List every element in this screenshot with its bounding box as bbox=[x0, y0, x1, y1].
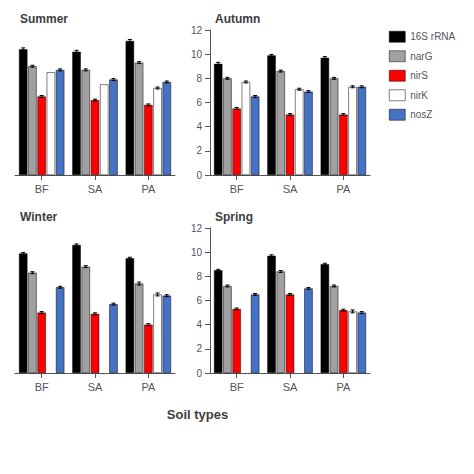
svg-text:12: 12 bbox=[191, 25, 203, 36]
svg-text:2: 2 bbox=[196, 145, 202, 156]
svg-text:Autumn: Autumn bbox=[215, 12, 260, 26]
svg-text:4: 4 bbox=[196, 121, 202, 132]
svg-text:SA: SA bbox=[88, 183, 103, 195]
svg-text:BF: BF bbox=[35, 381, 49, 393]
svg-text:10: 10 bbox=[191, 247, 203, 258]
svg-text:8: 8 bbox=[196, 271, 202, 282]
svg-text:PA: PA bbox=[141, 381, 156, 393]
svg-text:16S rRNA: 16S rRNA bbox=[410, 31, 455, 42]
svg-text:Spring: Spring bbox=[215, 210, 253, 224]
svg-text:nirS: nirS bbox=[410, 70, 428, 81]
svg-text:narG: narG bbox=[410, 51, 432, 62]
svg-text:SA: SA bbox=[283, 381, 298, 393]
svg-text:2: 2 bbox=[196, 343, 202, 354]
svg-text:PA: PA bbox=[336, 183, 351, 195]
svg-text:PA: PA bbox=[336, 381, 351, 393]
svg-text:Summer: Summer bbox=[20, 12, 68, 26]
svg-text:BF: BF bbox=[35, 183, 49, 195]
svg-text:6: 6 bbox=[196, 97, 202, 108]
svg-text:nosZ: nosZ bbox=[410, 109, 432, 120]
svg-text:SA: SA bbox=[283, 183, 298, 195]
svg-text:0: 0 bbox=[196, 170, 202, 181]
svg-text:SA: SA bbox=[88, 381, 103, 393]
svg-text:6: 6 bbox=[196, 295, 202, 306]
svg-text:8: 8 bbox=[196, 73, 202, 84]
svg-text:4: 4 bbox=[196, 319, 202, 330]
svg-text:PA: PA bbox=[141, 183, 156, 195]
svg-text:BF: BF bbox=[230, 381, 244, 393]
svg-text:12: 12 bbox=[191, 223, 203, 234]
svg-text:0: 0 bbox=[196, 368, 202, 379]
svg-text:Winter: Winter bbox=[20, 210, 58, 224]
svg-text:nirK: nirK bbox=[410, 90, 428, 101]
svg-text:10: 10 bbox=[191, 49, 203, 60]
svg-text:Soil types: Soil types bbox=[167, 407, 228, 422]
svg-text:BF: BF bbox=[230, 183, 244, 195]
